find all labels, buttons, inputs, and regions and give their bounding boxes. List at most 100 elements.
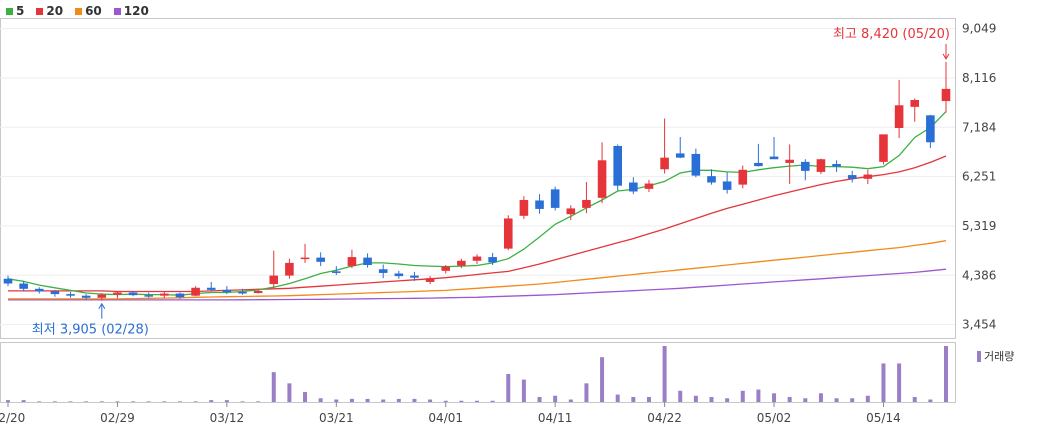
candle-body bbox=[910, 99, 920, 107]
candle-body bbox=[300, 257, 310, 260]
x-tick-label: 05/02 bbox=[757, 411, 792, 425]
volume-bar bbox=[240, 401, 245, 402]
candle-body bbox=[660, 157, 669, 170]
candle-body bbox=[253, 290, 263, 294]
candle-body bbox=[363, 257, 372, 266]
volume-bar bbox=[584, 383, 589, 402]
chart-legend: 5 20 60 120 bbox=[6, 2, 149, 20]
volume-bar bbox=[6, 400, 10, 402]
volume-bar bbox=[787, 397, 792, 402]
volume-bar bbox=[224, 400, 229, 402]
volume-bar bbox=[381, 399, 386, 402]
volume-bar bbox=[912, 397, 917, 402]
legend-swatch-ma120 bbox=[113, 7, 121, 15]
candle-body bbox=[50, 291, 60, 295]
legend-label-ma120: 120 bbox=[123, 4, 149, 18]
x-tick-label: 05/14 bbox=[866, 411, 901, 425]
candle-body bbox=[472, 256, 482, 261]
ma-line-ma120 bbox=[8, 268, 947, 301]
candle-body bbox=[34, 288, 44, 292]
candle-body bbox=[535, 200, 544, 209]
volume-bar bbox=[365, 398, 370, 402]
volume-bar bbox=[99, 401, 104, 402]
candle-body bbox=[175, 293, 185, 298]
candle-body bbox=[206, 287, 216, 290]
legend-item-ma60: 60 bbox=[75, 2, 102, 20]
x-tick-label: 03/21 bbox=[319, 411, 354, 425]
candle-body bbox=[566, 208, 576, 215]
candle-body bbox=[128, 292, 138, 296]
candle-body bbox=[754, 162, 763, 167]
volume-bar bbox=[553, 395, 558, 402]
volume-bar bbox=[84, 401, 89, 402]
candle-body bbox=[81, 295, 91, 298]
volume-bar bbox=[944, 346, 948, 402]
volume-bar bbox=[521, 379, 526, 402]
volume-bar bbox=[428, 399, 433, 402]
volume-bar bbox=[349, 398, 354, 402]
volume-bar bbox=[709, 397, 714, 402]
candle-body bbox=[285, 262, 294, 276]
volume-bar bbox=[303, 392, 308, 402]
volume-bar bbox=[600, 357, 605, 402]
candle-body bbox=[597, 160, 607, 198]
ma-line-ma20 bbox=[8, 155, 947, 293]
candle-body bbox=[425, 278, 435, 282]
volume-bar bbox=[443, 400, 448, 402]
candle-body bbox=[97, 294, 107, 298]
volume-bar bbox=[740, 390, 745, 402]
candle-body bbox=[410, 275, 419, 278]
volume-bar bbox=[37, 401, 42, 402]
legend-item-ma120: 120 bbox=[113, 2, 149, 20]
candle-body bbox=[550, 189, 560, 208]
volume-bar bbox=[865, 395, 870, 402]
volume-bar bbox=[631, 397, 636, 402]
low-arrowhead-icon bbox=[98, 302, 106, 309]
volume-bar bbox=[662, 346, 667, 402]
candle-body bbox=[816, 159, 826, 172]
volume-bar bbox=[177, 401, 182, 402]
candle-body bbox=[3, 278, 13, 284]
volume-bar bbox=[818, 393, 823, 402]
candle-body bbox=[629, 182, 638, 192]
legend-label-ma20: 20 bbox=[46, 4, 64, 18]
volume-bar bbox=[568, 399, 573, 402]
candle-body bbox=[316, 257, 325, 262]
volume-bar bbox=[162, 401, 167, 402]
candle-body bbox=[675, 153, 685, 158]
x-tick-label: 04/22 bbox=[647, 411, 682, 425]
volume-bar bbox=[287, 383, 292, 402]
candle-body bbox=[503, 218, 513, 249]
volume-bar bbox=[772, 393, 777, 402]
x-tick-label: 02/29 bbox=[100, 411, 135, 425]
x-tick-label: 02/20 bbox=[0, 411, 25, 425]
candle-body bbox=[160, 293, 169, 296]
volume-bar bbox=[506, 374, 511, 402]
candle-body bbox=[707, 176, 716, 183]
volume-bar bbox=[756, 389, 761, 402]
volume-bar bbox=[475, 400, 479, 402]
volume-bar bbox=[68, 401, 73, 402]
candle-body bbox=[332, 271, 341, 273]
price-panel-frame bbox=[0, 18, 956, 339]
volume-bar bbox=[21, 400, 26, 402]
candle-body bbox=[347, 257, 357, 267]
volume-legend-swatch bbox=[977, 350, 981, 362]
y-tick-label: 7,184 bbox=[962, 120, 996, 134]
volume-bar bbox=[615, 394, 620, 402]
volume-bar bbox=[725, 398, 730, 402]
candle-body bbox=[113, 292, 122, 295]
x-tick-label: 03/12 bbox=[210, 411, 245, 425]
y-tick-label: 5,319 bbox=[962, 219, 996, 233]
candle-body bbox=[488, 257, 497, 263]
candle-body bbox=[832, 163, 841, 167]
y-tick-label: 3,454 bbox=[962, 318, 996, 332]
low-price-label: 최저 3,905 (02/28) bbox=[32, 323, 149, 338]
candle-body bbox=[863, 174, 873, 179]
volume-bar bbox=[693, 395, 698, 402]
candle-body bbox=[691, 153, 701, 176]
legend-label-ma60: 60 bbox=[85, 4, 102, 18]
volume-bar bbox=[490, 400, 495, 402]
volume-legend: 거래량 bbox=[977, 348, 1014, 364]
